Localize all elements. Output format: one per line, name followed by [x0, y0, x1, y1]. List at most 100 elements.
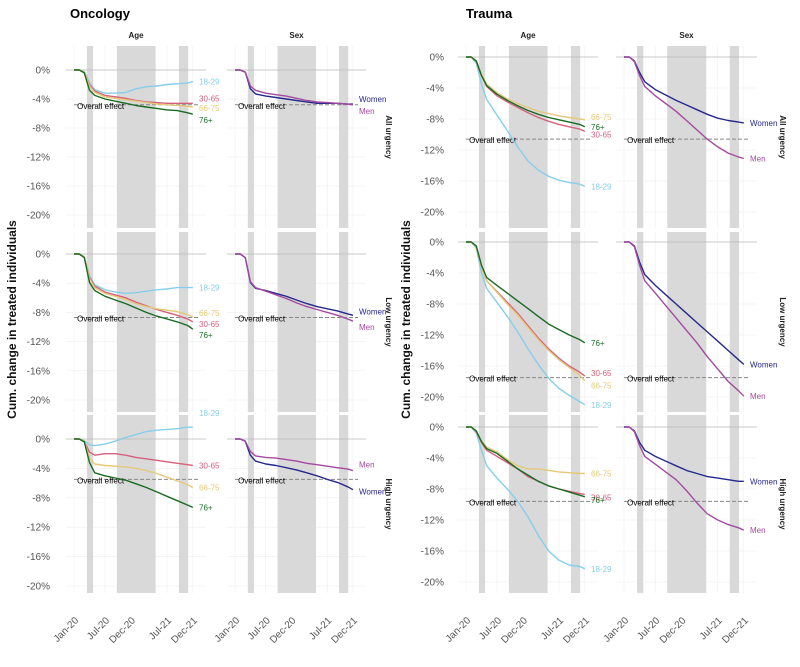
shaded-period: [116, 232, 156, 412]
series-line-Men: [235, 253, 354, 322]
series-line-76+: [74, 253, 194, 330]
y-tick-label: -16%: [421, 362, 444, 373]
row-label-high: High urgency: [778, 478, 787, 530]
series-label-Women: Women: [359, 95, 386, 104]
x-tick-label: Dec-21: [561, 615, 592, 646]
shaded-period: [247, 415, 254, 593]
shaded-period: [478, 415, 486, 593]
x-tick-label: Jan-20: [213, 615, 243, 645]
group-title-trauma: Trauma: [466, 6, 513, 21]
series-line-76+: [74, 438, 194, 509]
shaded-period: [508, 232, 548, 412]
series-label-76+: 76+: [591, 339, 605, 348]
y-tick-label: -8%: [32, 493, 50, 504]
y-tick-label: 0%: [36, 250, 51, 261]
y-tick-label: -20%: [27, 582, 50, 593]
shaded-period: [508, 46, 548, 228]
series-line-Men: [624, 241, 745, 397]
shaded-period: [667, 232, 707, 412]
shaded-period: [570, 232, 581, 412]
overall-effect-label: Overall effect: [627, 375, 675, 384]
y-tick-label: 0%: [430, 423, 445, 434]
series-label-66-75: 66-75: [199, 309, 220, 318]
series-label-Women: Women: [750, 119, 777, 128]
shaded-period: [667, 415, 707, 593]
x-tick-label: Jan-20: [52, 615, 82, 645]
overall-effect-label: Overall effect: [627, 498, 675, 507]
overall-effect-label: Overall effect: [77, 102, 125, 111]
series-label-66-75: 66-75: [591, 382, 612, 391]
y-tick-label: 0%: [36, 435, 51, 446]
x-tick-label: Dec-20: [107, 615, 138, 646]
row-label-low: Low urgency: [384, 297, 393, 347]
shaded-period: [116, 46, 156, 228]
shaded-period: [729, 415, 740, 593]
series-label-30-65: 30-65: [591, 130, 612, 139]
x-tick-label: Dec-20: [658, 615, 689, 646]
row-label-all: All urgency: [384, 115, 393, 159]
series-label-Women: Women: [750, 477, 777, 486]
shaded-period: [729, 232, 740, 412]
x-tick-label: Jan-20: [602, 615, 632, 645]
y-tick-label: -4%: [32, 95, 50, 106]
y-tick-label: -12%: [27, 153, 50, 164]
series-label-66-75: 66-75: [199, 484, 220, 493]
overall-effect-label: Overall effect: [77, 476, 125, 485]
series-label-Men: Men: [750, 526, 766, 535]
y-tick-label: -4%: [426, 269, 444, 280]
series-label-76+: 76+: [199, 503, 213, 512]
shaded-period: [729, 46, 740, 228]
shaded-period: [247, 46, 254, 228]
x-tick-label: Jan-20: [444, 615, 474, 645]
series-line-Men: [235, 438, 354, 472]
x-tick-label: Dec-21: [329, 615, 360, 646]
shaded-period: [637, 232, 644, 412]
series-line-18-29: [466, 56, 586, 188]
series-line-18-29: [466, 241, 586, 406]
series-line-18-29: [466, 426, 586, 570]
series-label-Men: Men: [359, 323, 375, 332]
y-tick-label: -8%: [426, 115, 444, 126]
series-label-66-75: 66-75: [199, 104, 220, 113]
y-tick-label: -4%: [426, 84, 444, 95]
y-tick-label: 0%: [430, 238, 445, 249]
shaded-period: [570, 415, 581, 593]
x-tick-label: Dec-21: [720, 615, 751, 646]
y-tick-label: -12%: [27, 523, 50, 534]
series-line-18-29: [74, 426, 193, 447]
y-tick-label: -4%: [32, 464, 50, 475]
shaded-period: [277, 415, 316, 593]
series-label-76+: 76+: [199, 331, 213, 340]
y-tick-label: -12%: [421, 331, 444, 342]
series-label-18-29: 18-29: [199, 409, 220, 418]
series-label-Men: Men: [750, 155, 766, 164]
shaded-period: [116, 415, 156, 593]
series-label-18-29: 18-29: [591, 182, 612, 191]
shaded-period: [86, 232, 94, 412]
series-label-66-75: 66-75: [591, 470, 612, 479]
y-tick-label: -16%: [27, 552, 50, 563]
series-line-Men: [624, 426, 745, 531]
series-label-76+: 76+: [199, 116, 213, 125]
series-line-76+: [466, 56, 586, 128]
shaded-period: [339, 46, 349, 228]
shaded-period: [478, 46, 486, 228]
series-label-30-65: 30-65: [199, 461, 220, 470]
column-title-age: Age: [128, 31, 144, 40]
y-tick-label: -20%: [27, 211, 50, 222]
series-label-Men: Men: [750, 392, 766, 401]
shaded-period: [508, 415, 548, 593]
y-tick-label: -12%: [421, 516, 444, 527]
column-title-age: Age: [520, 31, 536, 40]
series-line-76+: [466, 426, 586, 498]
y-tick-label: -12%: [27, 337, 50, 348]
series-label-18-29: 18-29: [199, 78, 220, 87]
overall-effect-label: Overall effect: [238, 315, 286, 324]
x-tick-label: Dec-21: [169, 615, 200, 646]
y-axis-label: Cum. change in treated individuals: [399, 220, 413, 419]
y-tick-label: 0%: [430, 53, 445, 64]
series-label-Women: Women: [359, 307, 386, 316]
y-tick-label: -16%: [421, 177, 444, 188]
shaded-period: [667, 46, 707, 228]
